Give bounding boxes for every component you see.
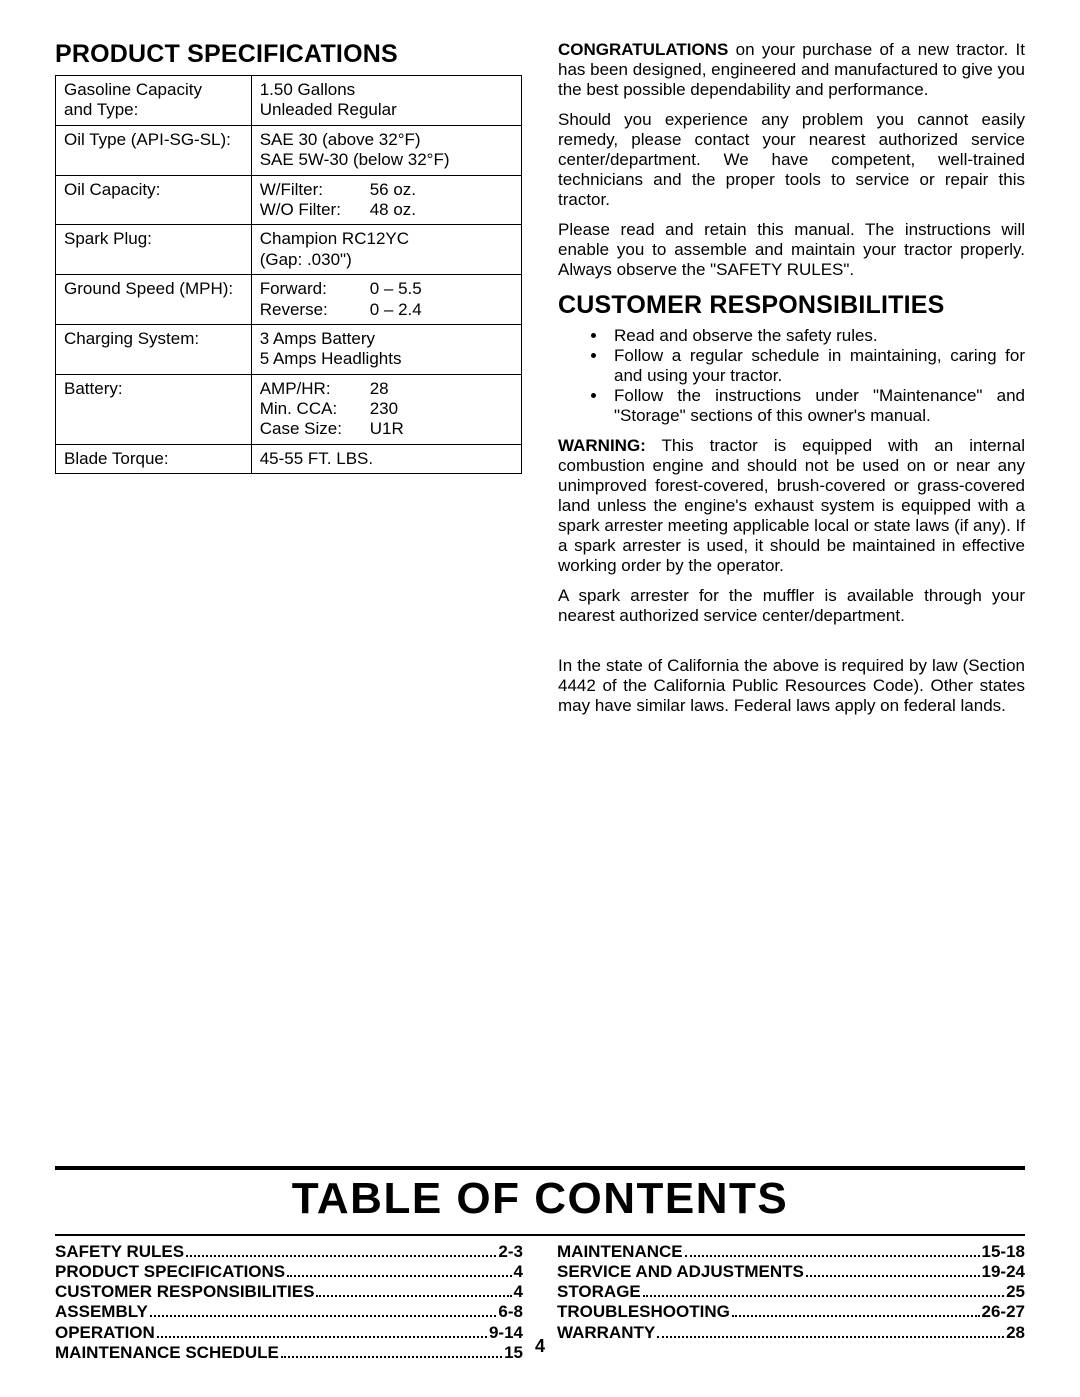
- specs-row: Charging System:3 Amps Battery 5 Amps He…: [56, 324, 522, 374]
- toc-row: ASSEMBLY 6-8: [55, 1302, 523, 1322]
- toc-dots: [806, 1264, 980, 1278]
- specs-value: SAE 30 (above 32°F) SAE 5W-30 (below 32°…: [251, 125, 521, 175]
- specs-row: Oil Type (API-SG-SL):SAE 30 (above 32°F)…: [56, 125, 522, 175]
- specs-label: Spark Plug:: [56, 225, 252, 275]
- toc-row: MAINTENANCE 15-18: [557, 1242, 1025, 1262]
- page-number: 4: [0, 1336, 1080, 1357]
- toc-rule-bottom: [55, 1234, 1025, 1236]
- warning-bold: WARNING:: [558, 436, 646, 455]
- toc-dots: [150, 1304, 497, 1318]
- specs-row: Battery:AMP/HR:28Min. CCA:230Case Size:U…: [56, 374, 522, 444]
- toc-section: TABLE OF CONTENTS SAFETY RULES 2-3PRODUC…: [55, 1166, 1025, 1362]
- toc-dots: [287, 1264, 511, 1278]
- specs-row: Oil Capacity:W/Filter:56 oz.W/O Filter:4…: [56, 175, 522, 225]
- toc-row: TROUBLESHOOTING 26-27: [557, 1302, 1025, 1322]
- specs-label: Blade Torque:: [56, 444, 252, 473]
- toc-dots: [316, 1284, 511, 1298]
- warning-paragraph: WARNING: This tractor is equipped with a…: [558, 436, 1025, 576]
- toc-dots: [643, 1284, 1004, 1298]
- toc-label: STORAGE: [557, 1282, 641, 1302]
- specs-heading: PRODUCT SPECIFICATIONS: [55, 40, 522, 69]
- toc-row: PRODUCT SPECIFICATIONS 4: [55, 1262, 523, 1282]
- specs-value: W/Filter:56 oz.W/O Filter:48 oz.: [251, 175, 521, 225]
- toc-page: 15-18: [982, 1242, 1025, 1262]
- toc-label: SAFETY RULES: [55, 1242, 184, 1262]
- toc-page: 2-3: [498, 1242, 523, 1262]
- specs-row: Blade Torque:45-55 FT. LBS.: [56, 444, 522, 473]
- specs-value: 45-55 FT. LBS.: [251, 444, 521, 473]
- specs-label: Oil Capacity:: [56, 175, 252, 225]
- toc-row: STORAGE 25: [557, 1282, 1025, 1302]
- specs-label: Oil Type (API-SG-SL):: [56, 125, 252, 175]
- customer-bullet: Read and observe the safety rules.: [608, 326, 1025, 346]
- toc-label: MAINTENANCE: [557, 1242, 683, 1262]
- toc-title: TABLE OF CONTENTS: [55, 1174, 1025, 1224]
- toc-row: SAFETY RULES 2-3: [55, 1242, 523, 1262]
- toc-label: CUSTOMER RESPONSIBILITIES: [55, 1282, 314, 1302]
- toc-page: 19-24: [982, 1262, 1025, 1282]
- paragraph-california: In the state of California the above is …: [558, 656, 1025, 716]
- toc-page: 25: [1006, 1282, 1025, 1302]
- toc-label: TROUBLESHOOTING: [557, 1302, 730, 1322]
- specs-label: Charging System:: [56, 324, 252, 374]
- specs-label: Gasoline Capacity and Type:: [56, 76, 252, 126]
- toc-label: ASSEMBLY: [55, 1302, 148, 1322]
- warning-text: This tractor is equipped with an interna…: [558, 436, 1025, 575]
- toc-row: CUSTOMER RESPONSIBILITIES 4: [55, 1282, 523, 1302]
- toc-dots: [186, 1244, 496, 1258]
- customer-responsibilities-heading: CUSTOMER RESPONSIBILITIES: [558, 291, 1025, 320]
- toc-page: 4: [514, 1282, 523, 1302]
- toc-page: 6-8: [498, 1302, 523, 1322]
- specs-table: Gasoline Capacity and Type:1.50 Gallons …: [55, 75, 522, 474]
- specs-value: Champion RC12YC (Gap: .030"): [251, 225, 521, 275]
- toc-dots: [685, 1244, 980, 1258]
- paragraph-read-retain: Please read and retain this manual. The …: [558, 220, 1025, 280]
- specs-row: Spark Plug:Champion RC12YC (Gap: .030"): [56, 225, 522, 275]
- congrats-bold: CONGRATULATIONS: [558, 40, 728, 59]
- specs-row: Gasoline Capacity and Type:1.50 Gallons …: [56, 76, 522, 126]
- toc-label: PRODUCT SPECIFICATIONS: [55, 1262, 285, 1282]
- customer-bullet: Follow a regular schedule in maintaining…: [608, 346, 1025, 386]
- toc-page: 26-27: [982, 1302, 1025, 1322]
- specs-label: Ground Speed (MPH):: [56, 275, 252, 325]
- specs-row: Ground Speed (MPH):Forward:0 – 5.5Revers…: [56, 275, 522, 325]
- congrats-paragraph: CONGRATULATIONS on your purchase of a ne…: [558, 40, 1025, 100]
- customer-bullet: Follow the instructions under "Maintenan…: [608, 386, 1025, 426]
- specs-value: 1.50 Gallons Unleaded Regular: [251, 76, 521, 126]
- toc-row: SERVICE AND ADJUSTMENTS 19-24: [557, 1262, 1025, 1282]
- toc-rule-top: [55, 1166, 1025, 1170]
- specs-label: Battery:: [56, 374, 252, 444]
- specs-value: Forward:0 – 5.5Reverse:0 – 2.4: [251, 275, 521, 325]
- specs-value: AMP/HR:28Min. CCA:230Case Size:U1R: [251, 374, 521, 444]
- paragraph-spark-arrester: A spark arrester for the muffler is avai…: [558, 586, 1025, 626]
- customer-bullet-list: Read and observe the safety rules.Follow…: [558, 326, 1025, 426]
- toc-page: 4: [514, 1262, 523, 1282]
- paragraph-service: Should you experience any problem you ca…: [558, 110, 1025, 210]
- specs-value: 3 Amps Battery 5 Amps Headlights: [251, 324, 521, 374]
- toc-label: SERVICE AND ADJUSTMENTS: [557, 1262, 804, 1282]
- toc-dots: [732, 1304, 980, 1318]
